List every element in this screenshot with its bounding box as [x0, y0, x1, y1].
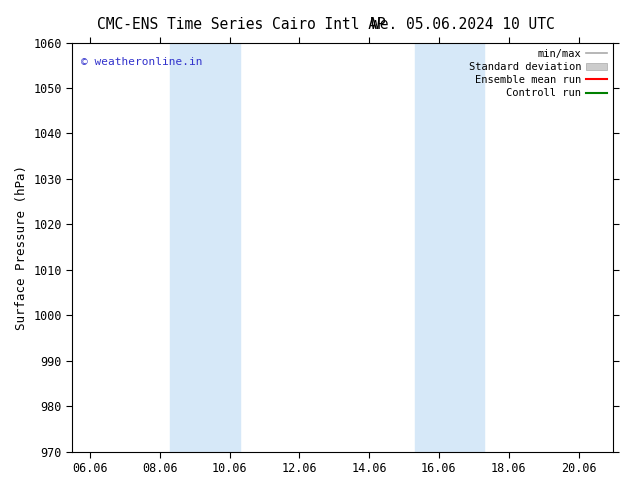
Bar — [170, 43, 240, 452]
Text: CMC-ENS Time Series Cairo Intl AP: CMC-ENS Time Series Cairo Intl AP — [96, 17, 385, 32]
Bar — [415, 43, 484, 452]
Legend: min/max, Standard deviation, Ensemble mean run, Controll run: min/max, Standard deviation, Ensemble me… — [465, 45, 611, 102]
Text: © weatheronline.in: © weatheronline.in — [81, 57, 202, 67]
Y-axis label: Surface Pressure (hPa): Surface Pressure (hPa) — [15, 165, 28, 330]
Text: We. 05.06.2024 10 UTC: We. 05.06.2024 10 UTC — [371, 17, 555, 32]
